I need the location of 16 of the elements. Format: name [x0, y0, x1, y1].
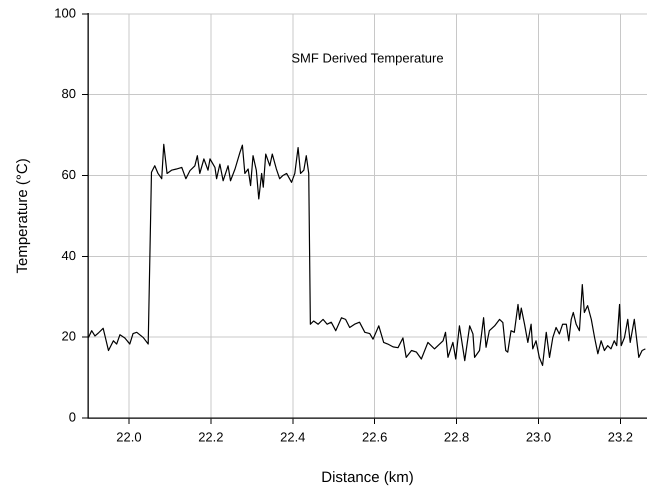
x-tick-label: 23.2 — [608, 429, 634, 444]
x-tick-label: 22.4 — [280, 429, 306, 444]
x-tick-label: 22.8 — [444, 429, 470, 444]
x-tick-label: 22.6 — [362, 429, 388, 444]
x-tick-label: 22.2 — [198, 429, 224, 444]
x-axis-title: Distance (km) — [321, 469, 414, 486]
y-tick-label: 0 — [68, 410, 76, 425]
y-tick-label: 100 — [54, 5, 76, 20]
y-tick-label: 60 — [62, 167, 76, 182]
y-axis-title: Temperature (°C) — [14, 158, 32, 274]
x-tick-label: 22.0 — [116, 429, 142, 444]
x-tick-label: 23.0 — [526, 429, 552, 444]
y-tick-label: 80 — [62, 86, 76, 102]
text: SMF Derived Temperature — [291, 50, 444, 66]
y-tick-label: 40 — [62, 248, 76, 263]
y-tick-label: 20 — [62, 328, 76, 344]
